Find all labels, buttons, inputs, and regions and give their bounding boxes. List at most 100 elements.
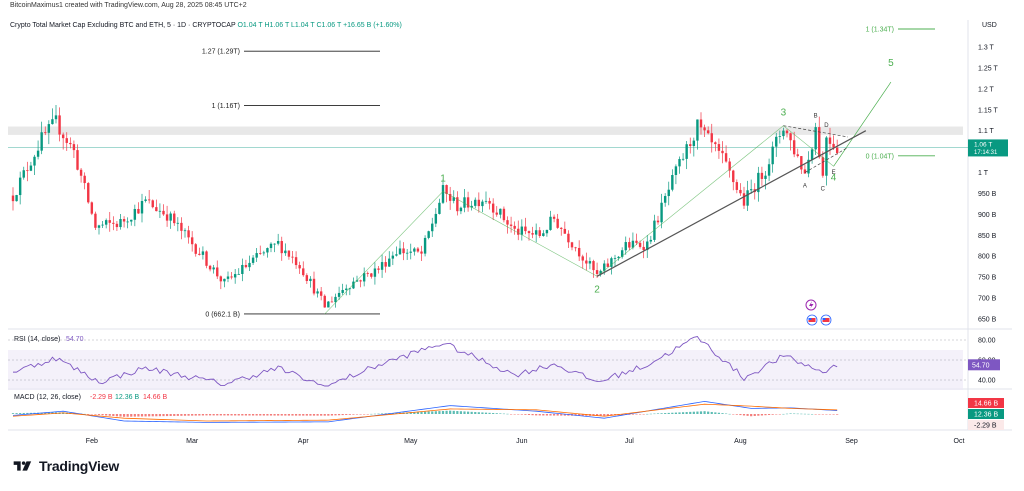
macd-histogram-bar bbox=[434, 411, 437, 414]
macd-histogram-bar bbox=[11, 413, 15, 414]
macd-histogram-bar bbox=[165, 414, 169, 417]
candle bbox=[545, 229, 549, 237]
candle-body bbox=[108, 220, 111, 223]
macd-histogram-bar bbox=[757, 414, 760, 416]
candle bbox=[749, 179, 753, 194]
macd-histogram-bar bbox=[556, 414, 559, 416]
candle-body bbox=[603, 263, 606, 271]
candle-body bbox=[312, 278, 316, 294]
candle-body bbox=[409, 251, 412, 253]
candle-body bbox=[502, 208, 506, 221]
candle-body bbox=[746, 190, 749, 206]
candle bbox=[198, 247, 201, 256]
candle-body bbox=[97, 225, 101, 228]
candle bbox=[151, 199, 154, 209]
candle-body bbox=[72, 144, 76, 151]
candle-body bbox=[205, 251, 208, 266]
candle-body bbox=[438, 202, 441, 214]
candle-body bbox=[692, 140, 696, 147]
candle-body bbox=[463, 197, 466, 208]
candle bbox=[595, 262, 599, 278]
candle-body bbox=[803, 169, 807, 174]
macd-histogram-bar bbox=[767, 414, 771, 415]
macd-histogram-bar bbox=[552, 414, 556, 416]
macd-histogram-bar bbox=[667, 412, 670, 414]
candle-body bbox=[534, 230, 538, 235]
macd-histogram-bar bbox=[638, 414, 642, 415]
candle-body bbox=[40, 132, 43, 151]
macd-histogram-bar bbox=[151, 414, 154, 417]
candle-body bbox=[180, 222, 183, 231]
candle-body bbox=[223, 278, 226, 282]
candle bbox=[552, 214, 556, 223]
candle bbox=[370, 273, 373, 279]
x-tick-label: Jun bbox=[516, 438, 527, 445]
macd-histogram-bar bbox=[366, 414, 369, 415]
wave-5-projection bbox=[833, 81, 892, 167]
macd-histogram-bar bbox=[234, 414, 237, 416]
macd-histogram-bar bbox=[524, 414, 527, 415]
macd-histogram-bar bbox=[219, 414, 222, 416]
candle-body bbox=[642, 246, 645, 251]
candle-body bbox=[94, 213, 97, 228]
macd-histogram-bar bbox=[710, 411, 713, 414]
macd-histogram-bar bbox=[377, 413, 380, 415]
macd-value-badge: 12.36 B bbox=[968, 409, 1004, 419]
candle-body bbox=[54, 115, 58, 120]
macd-histogram-bar bbox=[137, 414, 140, 417]
candle-body bbox=[140, 200, 144, 214]
candle bbox=[237, 268, 240, 275]
macd-histogram-bar bbox=[452, 410, 455, 414]
candle-body bbox=[696, 119, 699, 141]
macd-histogram-bar bbox=[660, 413, 663, 414]
candle-body bbox=[760, 172, 764, 179]
y-tick-label: 1 T bbox=[978, 170, 989, 177]
macd-histogram-bar bbox=[481, 412, 484, 414]
candle bbox=[438, 198, 441, 215]
macd-header-hist: -2.29 B bbox=[90, 394, 113, 401]
candle bbox=[757, 166, 760, 202]
macd-histogram-bar bbox=[502, 413, 506, 415]
candle bbox=[291, 251, 294, 264]
macd-histogram-bar bbox=[183, 414, 187, 416]
macd-histogram-bar bbox=[140, 414, 144, 417]
macd-histogram-bar bbox=[678, 412, 681, 414]
candle bbox=[190, 231, 194, 252]
macd-histogram-bar bbox=[359, 414, 362, 415]
candle-body bbox=[273, 243, 276, 245]
candle-body bbox=[423, 237, 427, 254]
candle-body bbox=[474, 199, 477, 206]
candle bbox=[796, 148, 799, 158]
candle-body bbox=[678, 159, 681, 167]
candle bbox=[284, 243, 287, 256]
candle bbox=[348, 287, 352, 296]
macd-value-badge: -2.29 B bbox=[968, 420, 1004, 430]
macd-histogram-bar bbox=[796, 413, 799, 415]
macd-histogram-bar bbox=[603, 414, 606, 416]
macd-histogram-bar bbox=[409, 412, 412, 414]
candle-body bbox=[470, 205, 473, 208]
candle bbox=[542, 230, 545, 237]
candle-body bbox=[33, 156, 36, 166]
macd-histogram-bar bbox=[105, 414, 108, 416]
candle bbox=[29, 161, 33, 172]
candle-body bbox=[119, 219, 122, 228]
macd-histogram-bar bbox=[316, 414, 319, 416]
macd-histogram-bar bbox=[463, 411, 466, 414]
macd-histogram-bar bbox=[431, 411, 434, 414]
candle-body bbox=[413, 248, 416, 252]
macd-histogram-bar bbox=[732, 414, 735, 415]
candle-body bbox=[592, 261, 595, 271]
candle bbox=[405, 249, 409, 260]
macd-value-badge: 14.66 B bbox=[968, 398, 1004, 408]
macd-histogram-bar bbox=[355, 414, 359, 415]
candle-body bbox=[495, 212, 498, 215]
macd-histogram-bar bbox=[449, 410, 452, 414]
rsi-value-label: 54.70 bbox=[972, 362, 990, 369]
candle bbox=[287, 250, 291, 260]
currency-label[interactable]: USD bbox=[982, 22, 997, 29]
macd-histogram-bar bbox=[208, 414, 212, 416]
macd-histogram-bar bbox=[527, 414, 531, 416]
candle-body bbox=[158, 210, 162, 212]
